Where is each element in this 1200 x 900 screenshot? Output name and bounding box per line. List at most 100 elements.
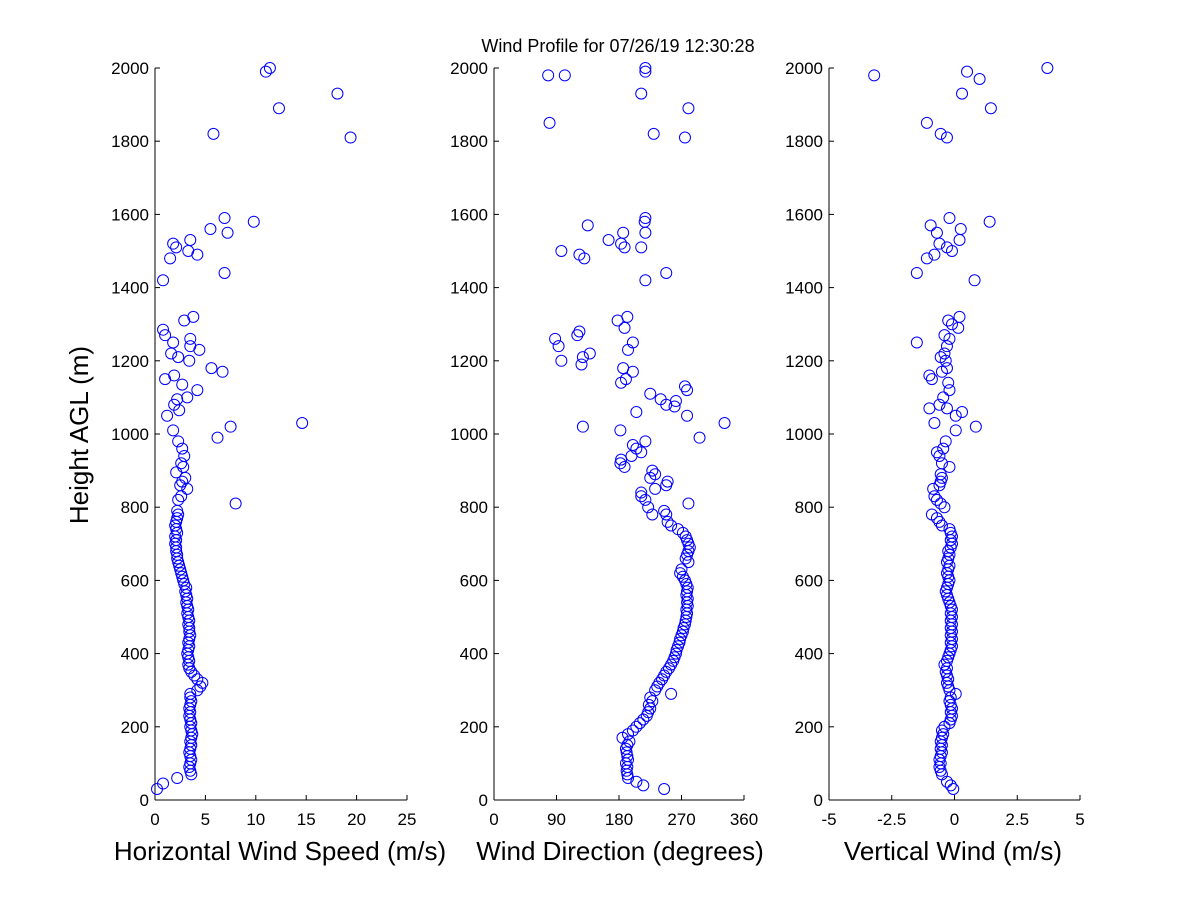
- data-point-horizontal-wind-speed: [184, 691, 197, 704]
- panel-wind-direction: Wind Direction (degrees) 0 200 400 600 800 10…: [450, 59, 764, 866]
- data-point-vertical-wind: [934, 351, 947, 364]
- data-point-wind-direction: [649, 482, 662, 495]
- data-point-wind-direction: [635, 241, 648, 254]
- data-point-horizontal-wind-speed: [175, 457, 188, 470]
- data-point-vertical-wind: [937, 442, 950, 455]
- data-point-horizontal-wind-speed: [171, 393, 184, 406]
- data-point-wind-direction: [679, 530, 692, 543]
- data-point-vertical-wind: [934, 497, 947, 510]
- data-point-wind-direction: [669, 395, 682, 408]
- data-point-wind-direction: [573, 248, 586, 261]
- data-point-horizontal-wind-speed: [191, 673, 204, 686]
- panel-horizontal-wind-speed: Height AGL (m) Horizontal Wind Speed (m/…: [64, 59, 446, 866]
- data-point-wind-direction: [639, 65, 652, 78]
- data-point-wind-direction: [658, 504, 671, 517]
- data-point-horizontal-wind-speed: [185, 753, 198, 766]
- data-point-wind-direction: [576, 420, 589, 433]
- data-point-horizontal-wind-speed: [184, 234, 197, 247]
- data-point-horizontal-wind-speed: [183, 654, 196, 667]
- data-point-wind-direction: [578, 252, 591, 265]
- data-point-horizontal-wind-speed: [176, 442, 189, 455]
- x-tick-label: 25: [398, 810, 417, 829]
- data-point-horizontal-wind-speed: [175, 567, 188, 580]
- data-point-vertical-wind: [942, 545, 955, 558]
- data-point-horizontal-wind-speed: [175, 490, 188, 503]
- data-point-wind-direction: [676, 570, 689, 583]
- data-point-wind-direction: [614, 424, 627, 437]
- y-tick-label: 400: [795, 645, 823, 664]
- data-point-vertical-wind: [925, 373, 938, 386]
- data-point-wind-direction: [614, 457, 627, 470]
- data-point-horizontal-wind-speed: [183, 354, 196, 367]
- x-tick-label: 0: [950, 810, 959, 829]
- data-point-horizontal-wind-speed: [272, 102, 285, 115]
- data-point-wind-direction: [618, 321, 631, 334]
- data-point-horizontal-wind-speed: [170, 241, 183, 254]
- data-point-vertical-wind: [943, 559, 956, 572]
- data-point-wind-direction: [646, 464, 659, 477]
- data-point-vertical-wind: [930, 446, 943, 459]
- data-point-wind-direction: [676, 625, 689, 638]
- data-point-vertical-wind: [953, 234, 966, 247]
- data-point-wind-direction: [618, 241, 631, 254]
- data-point-horizontal-wind-speed: [176, 570, 189, 583]
- data-point-horizontal-wind-speed: [205, 362, 218, 375]
- data-point-wind-direction: [630, 442, 643, 455]
- data-point-wind-direction: [682, 102, 695, 115]
- y-tick-label: 400: [460, 645, 488, 664]
- y-tick-label: 1000: [450, 425, 488, 444]
- data-point-vertical-wind: [949, 424, 962, 437]
- y-tick-label: 2000: [450, 59, 488, 78]
- data-point-wind-direction: [630, 406, 643, 419]
- y-tick-label: 1200: [111, 352, 149, 371]
- data-point-horizontal-wind-speed: [172, 435, 185, 448]
- y-tick-label: 0: [814, 791, 823, 810]
- data-point-horizontal-wind-speed: [183, 702, 196, 715]
- data-point-horizontal-wind-speed: [184, 332, 197, 345]
- y-tick-label: 1600: [785, 205, 823, 224]
- data-point-horizontal-wind-speed: [184, 735, 197, 748]
- data-point-vertical-wind: [968, 274, 981, 287]
- data-point-horizontal-wind-speed: [247, 215, 260, 228]
- x-tick-label: 270: [667, 810, 695, 829]
- data-point-horizontal-wind-speed: [229, 497, 242, 510]
- data-point-wind-direction: [678, 380, 691, 393]
- data-point-vertical-wind: [942, 314, 955, 327]
- x-tick-label: 2.5: [1005, 810, 1029, 829]
- x-axis-label-vertical-wind: Vertical Wind (m/s): [844, 836, 1062, 866]
- data-point-wind-direction: [583, 347, 596, 360]
- data-point-wind-direction: [618, 460, 631, 473]
- data-point-horizontal-wind-speed: [157, 777, 170, 790]
- data-point-wind-direction: [573, 325, 586, 338]
- data-point-wind-direction: [646, 508, 659, 521]
- data-point-horizontal-wind-speed: [204, 223, 217, 236]
- y-axis-label: Height AGL (m): [64, 346, 94, 524]
- data-point-horizontal-wind-speed: [218, 266, 231, 279]
- data-point-horizontal-wind-speed: [173, 559, 186, 572]
- data-point-horizontal-wind-speed: [167, 424, 180, 437]
- data-point-vertical-wind: [938, 501, 951, 514]
- data-point-vertical-wind: [969, 420, 982, 433]
- data-point-horizontal-wind-speed: [184, 687, 197, 700]
- data-point-wind-direction: [623, 735, 636, 748]
- data-point-wind-direction: [661, 475, 674, 488]
- data-point-wind-direction: [644, 471, 657, 484]
- data-point-vertical-wind: [940, 362, 953, 375]
- data-point-vertical-wind: [984, 102, 997, 115]
- data-point-vertical-wind: [933, 398, 946, 411]
- y-tick-label: 0: [140, 791, 149, 810]
- data-point-vertical-wind: [930, 493, 943, 506]
- data-point-horizontal-wind-speed: [174, 563, 187, 576]
- data-point-vertical-wind: [934, 127, 947, 140]
- data-point-wind-direction: [678, 131, 691, 144]
- y-tick-label: 400: [121, 645, 149, 664]
- data-point-horizontal-wind-speed: [183, 761, 196, 774]
- data-point-vertical-wind: [938, 658, 951, 671]
- y-tick-label: 600: [795, 571, 823, 590]
- data-point-wind-direction: [649, 468, 662, 481]
- data-point-wind-direction: [542, 69, 555, 82]
- data-point-wind-direction: [658, 783, 671, 796]
- data-point-vertical-wind: [928, 248, 941, 261]
- data-point-wind-direction: [668, 400, 681, 413]
